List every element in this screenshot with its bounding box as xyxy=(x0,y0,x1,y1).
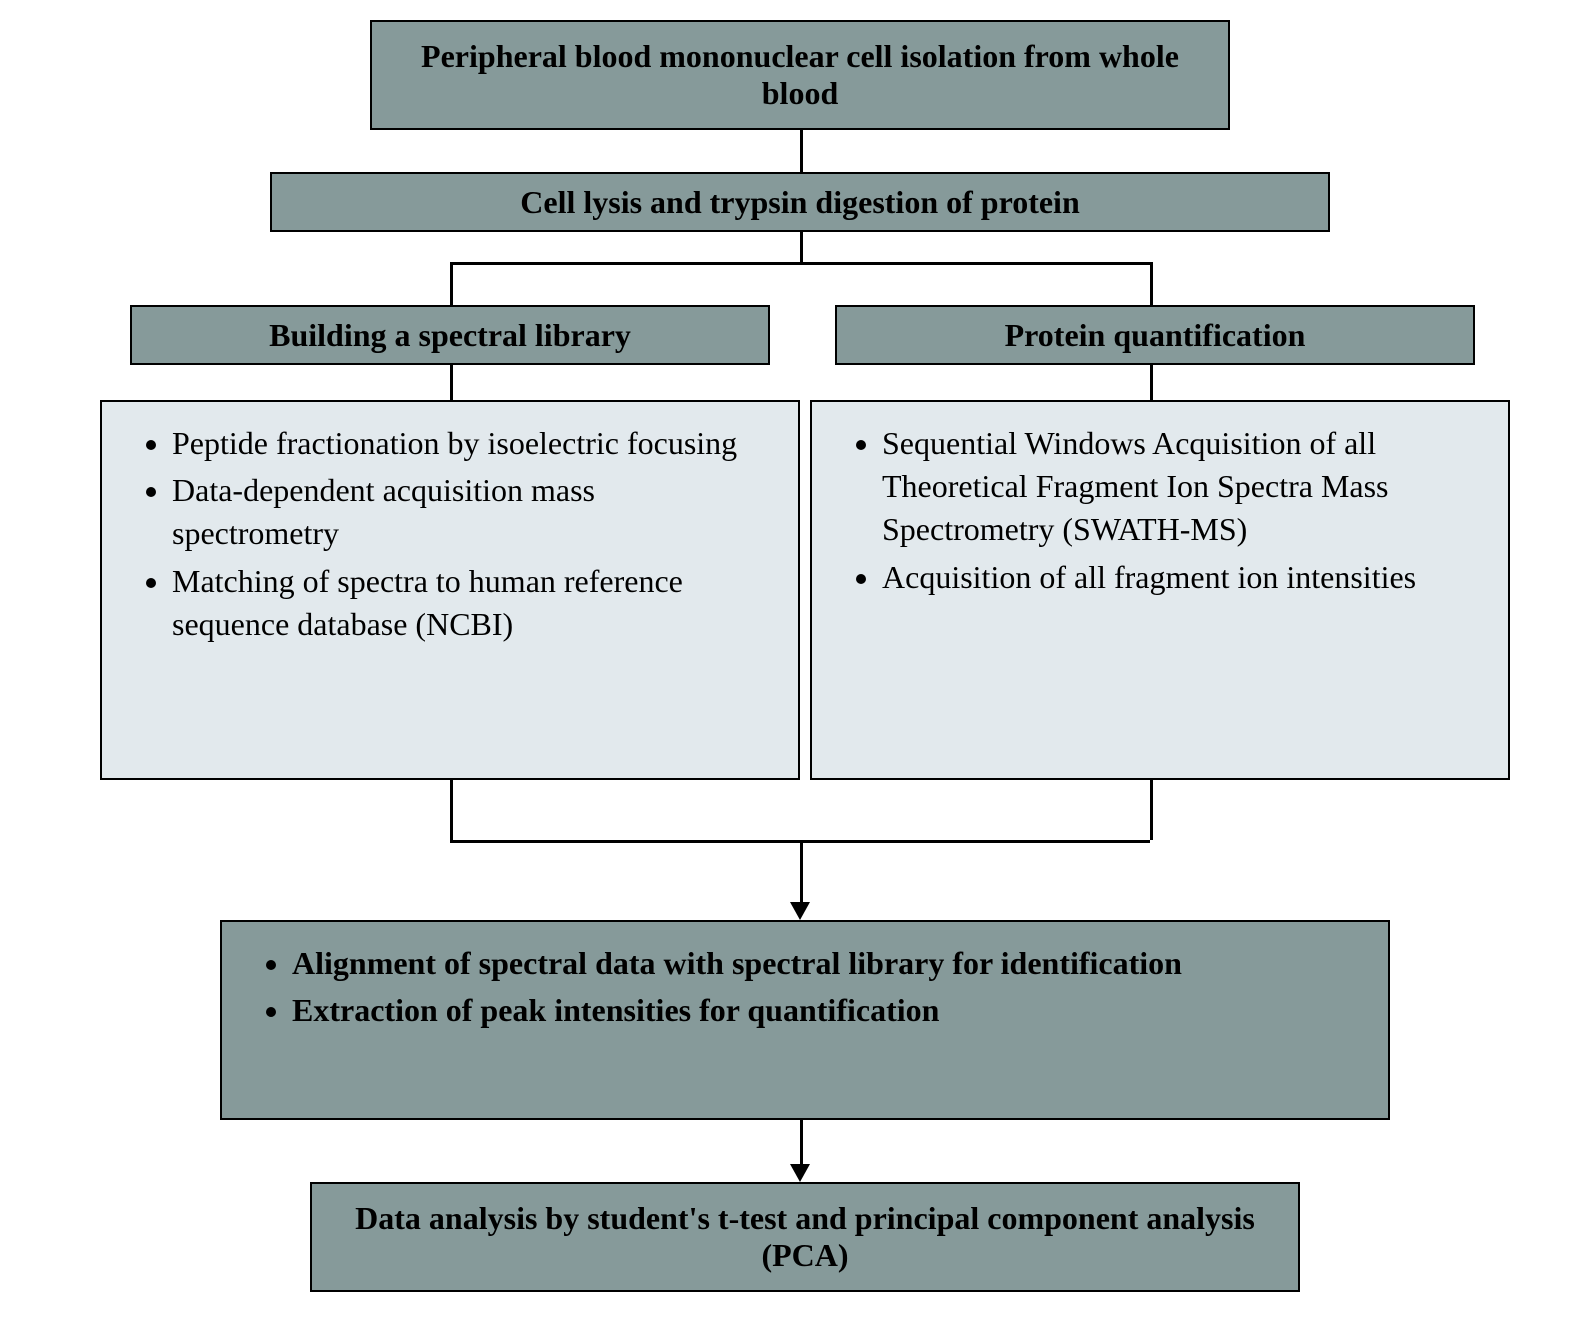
branch-right-detail-box: Sequential Windows Acquisition of all Th… xyxy=(810,400,1510,780)
branch-left-title-text: Building a spectral library xyxy=(269,317,631,354)
branch-left-title-box: Building a spectral library xyxy=(130,305,770,365)
step1-box: Peripheral blood mononuclear cell isolat… xyxy=(370,20,1230,130)
step5-box: Alignment of spectral data with spectral… xyxy=(220,920,1390,1120)
branch-right-detail-list: Sequential Windows Acquisition of all Th… xyxy=(862,422,1478,599)
step2-box: Cell lysis and trypsin digestion of prot… xyxy=(270,172,1330,232)
branch-right-title-box: Protein quantification xyxy=(835,305,1475,365)
connector-v3-left xyxy=(450,262,453,305)
connector-v6 xyxy=(800,840,803,902)
connector-v3-right xyxy=(1150,262,1153,305)
connector-h-split xyxy=(450,262,1150,265)
connector-v4-left xyxy=(450,365,453,400)
flowchart-canvas: Peripheral blood mononuclear cell isolat… xyxy=(0,0,1594,1318)
branch-right-title-text: Protein quantification xyxy=(1005,317,1306,354)
step6-box: Data analysis by student's t-test and pr… xyxy=(310,1182,1300,1292)
arrowhead-final xyxy=(790,1164,810,1182)
step5-list: Alignment of spectral data with spectral… xyxy=(272,942,1358,1032)
list-item: Peptide fractionation by isoelectric foc… xyxy=(172,422,768,465)
connector-v4-right xyxy=(1150,365,1153,400)
connector-v1 xyxy=(800,130,803,172)
connector-v5-left xyxy=(450,780,453,840)
list-item: Extraction of peak intensities for quant… xyxy=(292,989,1358,1032)
list-item: Data-dependent acquisition mass spectrom… xyxy=(172,469,768,555)
connector-v5-right xyxy=(1150,780,1153,840)
connector-v7 xyxy=(800,1120,803,1164)
list-item: Acquisition of all fragment ion intensit… xyxy=(882,556,1478,599)
step1-text: Peripheral blood mononuclear cell isolat… xyxy=(392,38,1208,112)
step6-text: Data analysis by student's t-test and pr… xyxy=(332,1200,1278,1274)
list-item: Alignment of spectral data with spectral… xyxy=(292,942,1358,985)
list-item: Sequential Windows Acquisition of all Th… xyxy=(882,422,1478,552)
branch-left-detail-list: Peptide fractionation by isoelectric foc… xyxy=(152,422,768,646)
connector-v2 xyxy=(800,232,803,262)
branch-left-detail-box: Peptide fractionation by isoelectric foc… xyxy=(100,400,800,780)
step2-text: Cell lysis and trypsin digestion of prot… xyxy=(520,184,1079,221)
arrowhead-merge xyxy=(790,902,810,920)
list-item: Matching of spectra to human reference s… xyxy=(172,560,768,646)
